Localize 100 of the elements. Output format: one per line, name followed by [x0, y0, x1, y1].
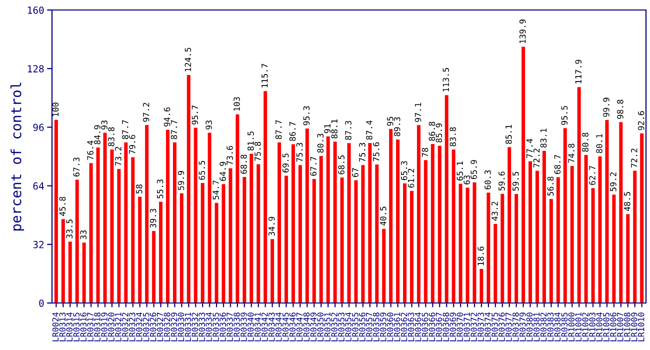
bar [494, 224, 498, 303]
bar [278, 142, 282, 303]
data-label: 79.6 [129, 134, 136, 154]
x-tick-label: LR0348 [303, 312, 310, 342]
data-label: 84.9 [94, 125, 100, 144]
x-tick-label: LR0331 [184, 312, 192, 342]
x-tick-label: LR0356 [359, 312, 366, 342]
x-tick-label: LR0345 [282, 312, 289, 342]
bar [305, 128, 309, 303]
bar [333, 142, 337, 303]
bar [61, 219, 65, 303]
data-label: 98.8 [617, 100, 624, 119]
bar [375, 164, 379, 303]
data-label: 87.7 [122, 120, 128, 140]
data-label: 39.3 [150, 208, 156, 228]
bar [291, 144, 295, 303]
bar [82, 242, 86, 303]
x-tick-label: LR0375 [492, 312, 498, 342]
x-tick-label: LR1000 [568, 312, 575, 342]
bar [480, 268, 484, 303]
bar [110, 150, 114, 303]
bar [131, 157, 135, 303]
x-tick-label: LR0365 [422, 312, 428, 342]
data-label: 87.7 [275, 120, 282, 140]
x-tick-label: LR0369 [450, 312, 456, 342]
bar [514, 194, 518, 303]
bar [152, 231, 156, 303]
data-label: 77.4 [526, 138, 533, 158]
x-tick-label: LR0376 [498, 312, 505, 342]
x-tick-label: LR0341 [254, 312, 261, 342]
x-tick-label: LR0343 [268, 312, 275, 342]
x-tick-label: LR1009 [630, 312, 638, 342]
bar [577, 87, 581, 303]
x-tick-label: LR0357 [366, 312, 372, 342]
data-label: 87.3 [345, 120, 352, 140]
data-label: 80.3 [317, 134, 324, 153]
x-tick-label: LR0384 [554, 312, 561, 342]
x-tick-label: LR1007 [617, 312, 624, 342]
data-label: 95 [386, 116, 394, 126]
x-tick-label: LR0360 [386, 312, 394, 342]
x-tick-label: LR0371 [464, 312, 470, 342]
bar [270, 239, 274, 303]
data-label: 113.5 [442, 68, 450, 92]
bar [166, 130, 170, 303]
bar [438, 146, 442, 303]
bar [542, 150, 546, 303]
x-tick-label: LR1003 [589, 312, 596, 342]
x-tick-label: LR0333 [198, 312, 206, 342]
y-tick-label: 160 [28, 6, 44, 14]
bar [508, 147, 512, 303]
data-label: 59.9 [178, 171, 184, 190]
x-tick-label: LR0379 [519, 312, 526, 342]
data-label: 89.3 [394, 117, 400, 136]
x-tick-label: LR0362 [400, 312, 408, 342]
bar [284, 176, 288, 303]
data-label: 55.3 [156, 180, 164, 198]
data-label: 76.4 [87, 140, 94, 160]
bar [528, 161, 532, 303]
data-label: 72.2 [630, 148, 638, 168]
data-label: 59.5 [512, 172, 519, 191]
x-tick-label: LR0313 [59, 312, 66, 342]
data-label: 67.3 [73, 158, 80, 176]
bar [354, 180, 358, 303]
x-tick-label: LR0318 [94, 312, 100, 342]
x-tick-label: LR0383 [547, 312, 554, 342]
data-label: 100 [52, 102, 59, 116]
data-label: 65.3 [400, 161, 408, 180]
x-tick-label: LR0317 [87, 312, 94, 342]
x-tick-label: LR0363 [408, 312, 414, 342]
data-label: 56.8 [547, 176, 554, 196]
x-tick-label: LR0381 [533, 312, 540, 342]
x-tick-label: LR0367 [436, 312, 442, 342]
bar [466, 188, 470, 303]
data-label: 80.1 [596, 134, 602, 154]
bar [563, 128, 567, 303]
x-tick-label: LR0328 [164, 312, 170, 342]
data-label: 58 [136, 184, 142, 194]
data-label: 65.5 [198, 160, 206, 180]
bar [591, 188, 595, 303]
bar [382, 228, 386, 303]
bar [458, 184, 462, 303]
data-label: 73.6 [226, 146, 233, 165]
x-tick-label: LR0351 [324, 312, 331, 342]
bar [159, 202, 163, 303]
data-label: 103 [234, 97, 240, 111]
data-label: 65.9 [470, 160, 477, 180]
bar [54, 120, 58, 303]
x-tick-label: LR0359 [380, 312, 386, 342]
bar [186, 75, 190, 303]
x-tick-label: LR0378 [512, 312, 519, 342]
data-label: 91 [324, 124, 331, 134]
data-label: 18.6 [478, 246, 484, 266]
x-tick-label: LR0329 [170, 312, 178, 342]
x-tick-label: LR1010 [638, 312, 644, 342]
x-tick-label: LR0326 [150, 312, 156, 342]
x-tick-label: LR1004 [596, 312, 602, 342]
data-label: 93 [101, 120, 108, 130]
data-label: 97.2 [142, 102, 150, 122]
bar [180, 193, 184, 303]
data-label: 68.7 [554, 155, 561, 174]
